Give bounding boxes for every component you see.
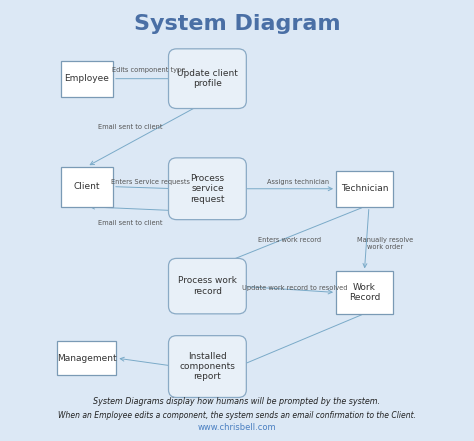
Text: Process work
record: Process work record [178,277,237,296]
Text: System Diagram: System Diagram [134,14,340,34]
Text: Technician: Technician [341,184,388,193]
Text: Management: Management [57,354,117,363]
Text: Work
Record: Work Record [349,283,380,302]
Text: Client: Client [73,182,100,191]
FancyBboxPatch shape [336,171,393,207]
Text: Edits component type: Edits component type [111,67,185,73]
FancyBboxPatch shape [169,258,246,314]
Text: Process
service
request: Process service request [190,174,225,204]
Text: Email sent to client: Email sent to client [98,124,163,131]
Text: Email sent to client: Email sent to client [98,220,163,227]
FancyBboxPatch shape [169,158,246,220]
FancyBboxPatch shape [61,61,113,97]
FancyBboxPatch shape [336,271,393,314]
FancyBboxPatch shape [57,341,117,375]
Text: When an Employee edits a component, the system sends an email confirmation to th: When an Employee edits a component, the … [58,411,416,420]
FancyBboxPatch shape [169,336,246,397]
FancyBboxPatch shape [169,49,246,108]
Text: Installed
components
report: Installed components report [180,351,236,381]
Text: Enters Service requests: Enters Service requests [111,179,190,184]
Text: Employee: Employee [64,74,109,83]
Text: Enters work record: Enters work record [258,236,321,243]
Text: Update client
profile: Update client profile [177,69,238,88]
Text: Assigns technician: Assigns technician [267,179,329,185]
Text: Manually resolve
work order: Manually resolve work order [357,237,413,250]
FancyBboxPatch shape [61,167,113,207]
Text: www.chrisbell.com: www.chrisbell.com [198,422,276,432]
Text: System Diagrams display how humans will be prompted by the system.: System Diagrams display how humans will … [93,397,381,406]
Text: Update work record to resolved: Update work record to resolved [243,285,348,291]
